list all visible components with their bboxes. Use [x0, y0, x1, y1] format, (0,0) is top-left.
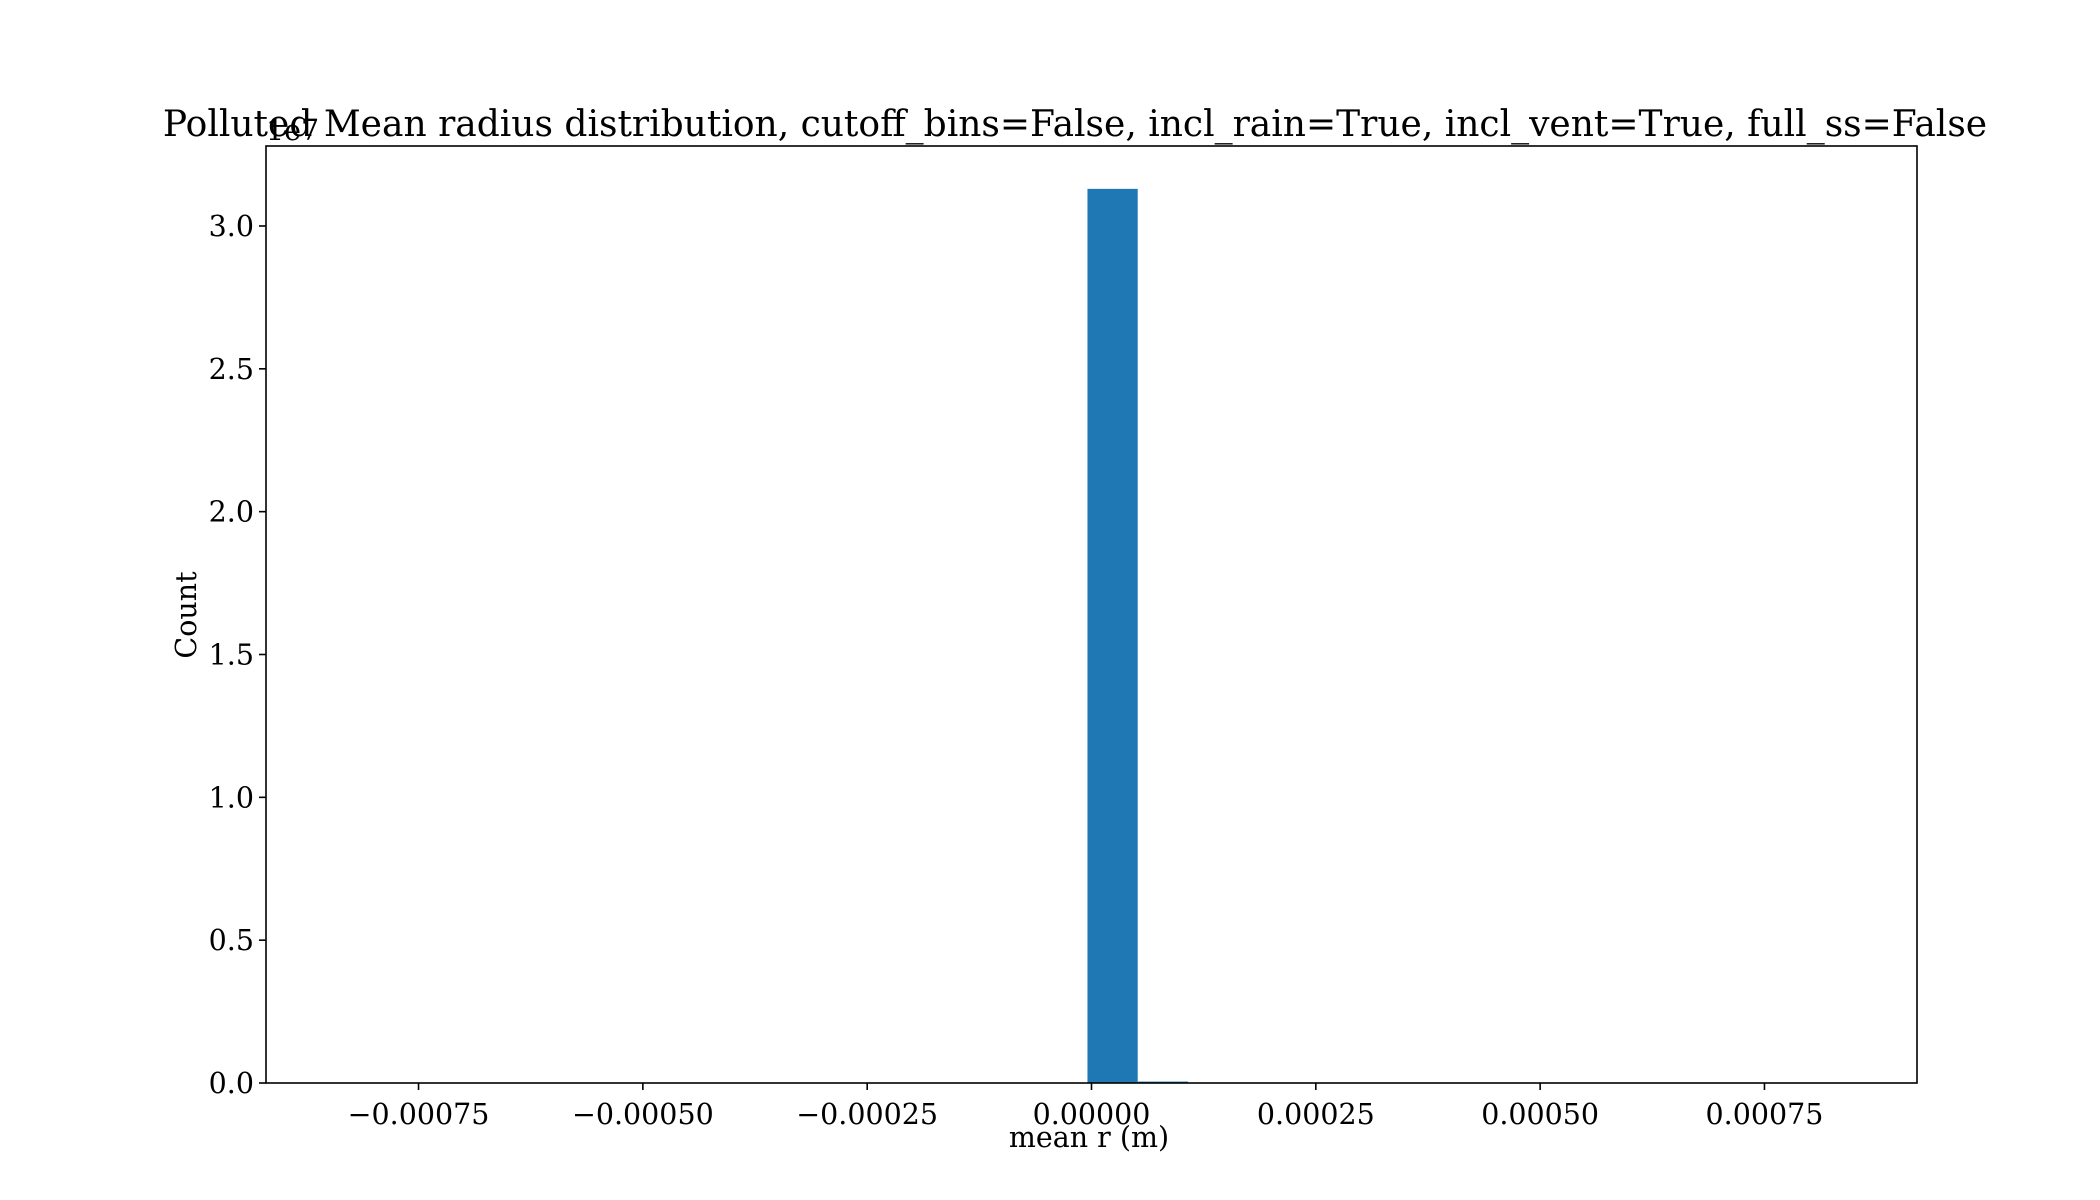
x-tick-label: 0.00000	[1033, 1098, 1151, 1131]
y-tick-label: 1.5	[209, 638, 254, 671]
y-tick-label: 2.5	[209, 353, 254, 386]
y-tick-label: 1.0	[209, 781, 254, 814]
x-axis-label: mean r (m)	[1009, 1121, 1169, 1154]
y-tick-label: 0.0	[209, 1067, 254, 1100]
y-tick-label: 3.0	[209, 210, 254, 243]
chart-title: Polluted Mean radius distribution, cutof…	[163, 104, 1987, 145]
x-axis: −0.00075 −0.00050 −0.00025 0.00000 0.00025 0.…	[348, 1083, 1824, 1131]
histogram-bar	[1087, 188, 1138, 1084]
y-axis: 0.0 0.5 1.0 1.5 2.0 2.5 3.0	[209, 210, 266, 1100]
bars-layer	[1087, 188, 1188, 1084]
x-tick-label: −0.00025	[796, 1098, 938, 1131]
y-axis-label: Count	[170, 571, 203, 659]
y-offset-text: 1e7	[266, 114, 319, 147]
y-tick-label: 0.5	[209, 924, 254, 957]
x-tick-label: 0.00025	[1257, 1098, 1375, 1131]
y-tick-label: 2.0	[209, 496, 254, 529]
x-tick-label: 0.00050	[1481, 1098, 1599, 1131]
x-tick-label: −0.00075	[348, 1098, 490, 1131]
x-tick-label: 0.00075	[1706, 1098, 1824, 1131]
x-tick-label: −0.00050	[572, 1098, 714, 1131]
